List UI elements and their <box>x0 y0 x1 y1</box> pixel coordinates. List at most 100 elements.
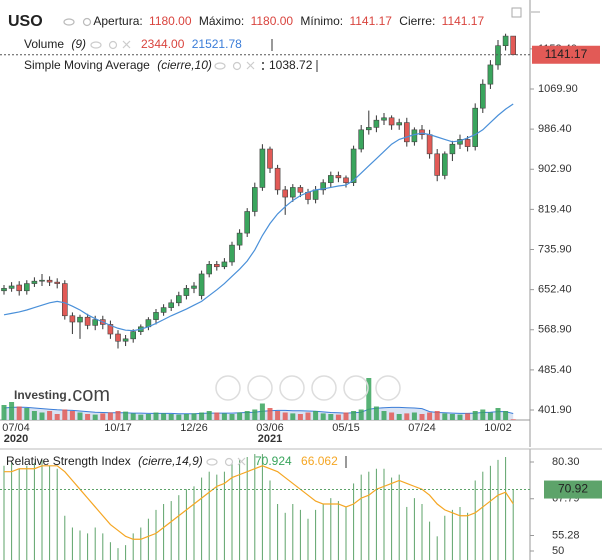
panel-buttons[interactable] <box>511 7 540 18</box>
candle-body <box>107 324 114 335</box>
watermark-brand: Investing <box>14 388 67 402</box>
volume-bar <box>16 406 22 420</box>
rsi-params: (cierre,14,9) <box>138 454 203 468</box>
candle-body <box>419 129 425 135</box>
volume-bar <box>449 414 455 420</box>
rsi-signal-line <box>4 465 514 540</box>
volume-bar <box>373 406 379 420</box>
rsi-header: Relative Strength Index (cierre,14,9) <box>6 454 203 468</box>
volume-bar <box>221 413 227 420</box>
volume-bar <box>1 405 7 420</box>
volume-bar <box>434 411 440 420</box>
volume-bar <box>457 414 463 420</box>
volume-bar <box>244 411 250 420</box>
candle-body <box>54 281 61 284</box>
candle-body <box>153 312 159 320</box>
candle-body <box>457 139 463 145</box>
rsi-signal-value: 66.062 <box>301 454 338 468</box>
watermark: Investing.com <box>14 384 110 406</box>
volume-bar <box>39 412 45 420</box>
candle-body <box>8 285 15 289</box>
volume-bar <box>107 412 113 420</box>
volume-sma-value: 21521.78 <box>192 37 242 51</box>
volume-params: (9) <box>71 37 86 51</box>
candle-body <box>343 177 349 183</box>
candle-body <box>198 273 205 296</box>
volume-bar <box>214 412 220 420</box>
candle-body <box>1 288 7 292</box>
volume-bar <box>191 413 197 420</box>
y-tick-label: 401.90 <box>538 404 572 416</box>
candle-body <box>122 338 129 342</box>
sma-params: (cierre,10) <box>157 58 212 72</box>
candle-body <box>115 333 121 342</box>
x-tick-label: 07/04 <box>2 422 30 434</box>
volume-bar <box>351 411 357 420</box>
volume-bar <box>69 411 75 420</box>
volume-bar <box>85 414 91 420</box>
candle-body <box>282 189 289 198</box>
colon <box>262 68 264 70</box>
y-tick-label: 819.40 <box>538 203 572 215</box>
volume-bar <box>206 411 212 420</box>
x-tick-label: 10/02 <box>484 422 512 434</box>
candle-body <box>411 129 418 143</box>
volume-bar <box>358 409 364 420</box>
nav-toolbar[interactable] <box>215 375 401 401</box>
volume-bar <box>92 414 98 420</box>
candle-body <box>510 35 517 56</box>
candle-body <box>434 153 441 176</box>
x-tick-label: 10/17 <box>104 422 132 434</box>
volume-bar <box>328 414 334 420</box>
volume-bar <box>343 412 349 420</box>
candle-body <box>388 117 395 126</box>
candle-body <box>464 139 471 147</box>
volume-bar <box>77 412 83 420</box>
candle-body <box>426 134 433 155</box>
volume-bar <box>465 413 471 420</box>
volume-bar <box>487 412 493 420</box>
ohlc-value: 1141.17 <box>349 14 392 28</box>
volume-bar <box>427 412 433 420</box>
candle-body <box>403 122 410 143</box>
sma-header: Simple Moving Average (cierre,10) <box>24 58 212 72</box>
volume-bar <box>389 412 395 420</box>
volume-bar <box>199 412 205 420</box>
y-tick-label: 1069.90 <box>538 83 578 95</box>
candle-body <box>297 187 304 193</box>
candle-body <box>61 283 68 317</box>
volume-icons[interactable] <box>90 40 131 50</box>
candle-body <box>274 167 281 191</box>
ohlc-label: Cierre: <box>399 14 435 28</box>
last-price-tag <box>532 45 600 64</box>
candle-body <box>244 211 250 234</box>
volume-bar <box>115 411 121 420</box>
candle-body <box>259 148 266 188</box>
watermark-domain: .com <box>67 384 110 406</box>
sma-value: 1038.72 <box>269 58 313 72</box>
volume-bar <box>404 413 410 420</box>
sma-icons[interactable] <box>214 61 255 71</box>
candle-body <box>191 285 197 289</box>
rsi-icons[interactable] <box>206 457 246 467</box>
volume-value: 2344.00 <box>141 37 185 51</box>
volume-bar <box>411 412 417 420</box>
candle-body <box>350 148 357 183</box>
symbol-icons[interactable] <box>63 17 92 27</box>
candle-body <box>320 182 327 191</box>
candle-body <box>214 264 220 268</box>
symbol: USO <box>8 13 43 30</box>
rsi-y-tick-label: 80.30 <box>552 456 580 468</box>
volume-bar <box>138 414 144 420</box>
x-tick-label: 05/15 <box>332 422 360 434</box>
volume-bar <box>442 413 448 420</box>
volume-header: Volume (9) <box>24 37 86 51</box>
x-tick-label: 03/06 <box>256 422 284 434</box>
candle-body <box>495 45 501 66</box>
volume-bar <box>130 413 136 420</box>
ohlc-header: USO Apertura: 1180.00 Máximo: 1180.00 Mí… <box>8 13 484 30</box>
volume-bar <box>176 414 182 420</box>
rsi-y-tick-label: 55.28 <box>552 529 580 541</box>
